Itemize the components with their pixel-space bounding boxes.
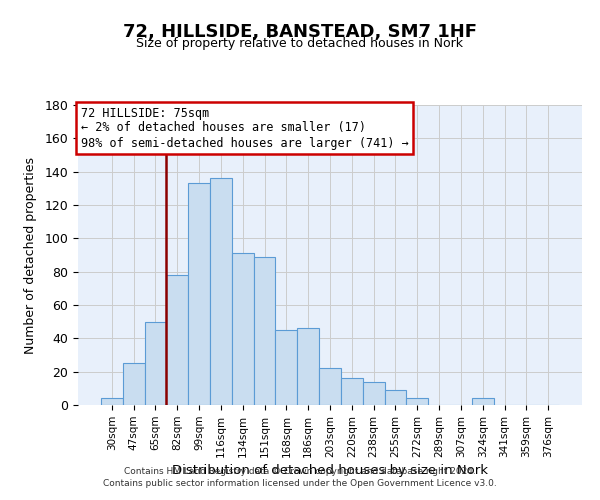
Bar <box>166 275 188 405</box>
Bar <box>145 322 166 405</box>
Bar <box>123 364 145 405</box>
Bar <box>188 184 210 405</box>
Text: Contains public sector information licensed under the Open Government Licence v3: Contains public sector information licen… <box>103 479 497 488</box>
Bar <box>254 256 275 405</box>
Bar <box>101 398 123 405</box>
Bar <box>210 178 232 405</box>
Text: Size of property relative to detached houses in Nork: Size of property relative to detached ho… <box>137 38 464 51</box>
Bar <box>385 390 406 405</box>
Text: 72 HILLSIDE: 75sqm
← 2% of detached houses are smaller (17)
98% of semi-detached: 72 HILLSIDE: 75sqm ← 2% of detached hous… <box>80 106 408 150</box>
Bar <box>406 398 428 405</box>
Y-axis label: Number of detached properties: Number of detached properties <box>25 156 37 354</box>
Bar <box>319 368 341 405</box>
Bar <box>341 378 363 405</box>
Bar <box>297 328 319 405</box>
Bar <box>472 398 494 405</box>
Text: Contains HM Land Registry data © Crown copyright and database right 2024.: Contains HM Land Registry data © Crown c… <box>124 468 476 476</box>
X-axis label: Distribution of detached houses by size in Nork: Distribution of detached houses by size … <box>172 464 488 477</box>
Bar <box>275 330 297 405</box>
Bar <box>363 382 385 405</box>
Bar <box>232 254 254 405</box>
Text: 72, HILLSIDE, BANSTEAD, SM7 1HF: 72, HILLSIDE, BANSTEAD, SM7 1HF <box>123 22 477 40</box>
